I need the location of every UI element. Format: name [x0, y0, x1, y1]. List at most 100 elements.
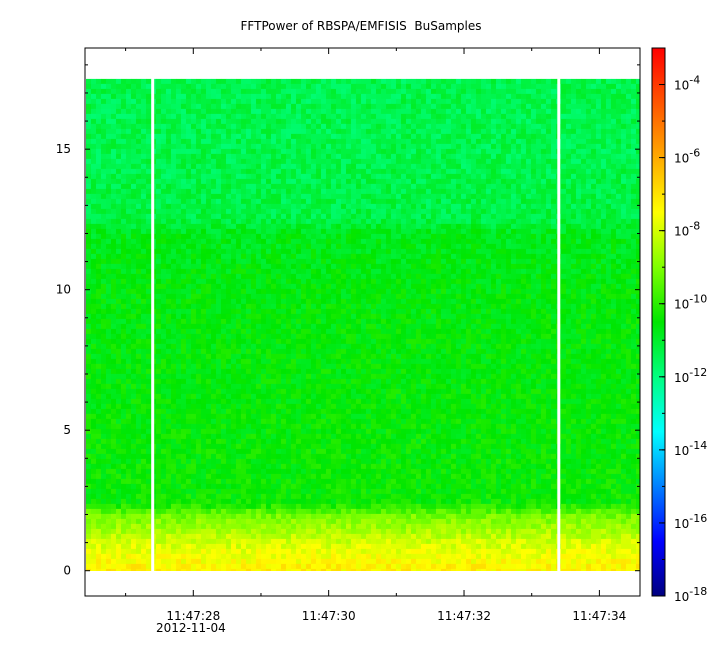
heatmap-cell: [496, 258, 502, 265]
heatmap-cell: [106, 268, 112, 275]
heatmap-cell: [146, 203, 152, 210]
heatmap-cell: [551, 123, 557, 130]
heatmap-cell: [331, 238, 337, 245]
heatmap-cell: [451, 158, 457, 165]
heatmap-cell: [431, 113, 437, 120]
heatmap-cell: [561, 173, 567, 180]
heatmap-cell: [171, 173, 177, 180]
heatmap-cell: [421, 188, 427, 195]
heatmap-cell: [561, 233, 567, 240]
heatmap-cell: [591, 118, 597, 125]
heatmap-cell: [271, 133, 277, 140]
heatmap-cell: [196, 293, 202, 300]
heatmap-cell: [141, 128, 147, 135]
heatmap-cell: [376, 148, 382, 155]
heatmap-cell: [541, 223, 547, 230]
heatmap-cell: [636, 158, 641, 165]
heatmap-cell: [301, 248, 307, 255]
heatmap-cell: [471, 78, 477, 85]
heatmap-cell: [446, 153, 452, 160]
heatmap-cell: [221, 238, 227, 245]
heatmap-cell: [541, 208, 547, 215]
heatmap-cell: [441, 88, 447, 95]
heatmap-cell: [191, 213, 197, 220]
heatmap-cell: [231, 243, 237, 250]
heatmap-cell: [421, 113, 427, 120]
heatmap-cell: [391, 193, 397, 200]
heatmap-cell: [316, 258, 322, 265]
heatmap-cell: [206, 113, 212, 120]
heatmap-cell: [536, 148, 542, 155]
heatmap-cell: [251, 248, 257, 255]
heatmap-cell: [366, 243, 372, 250]
heatmap-cell: [221, 218, 227, 225]
heatmap-cell: [416, 268, 422, 275]
heatmap-cell: [371, 283, 377, 290]
heatmap-cell: [526, 238, 532, 245]
heatmap-cell: [221, 128, 227, 135]
heatmap-cell: [516, 293, 522, 300]
heatmap-cell: [591, 223, 597, 230]
heatmap-cell: [241, 123, 247, 130]
heatmap-cell: [616, 263, 622, 270]
heatmap-cell: [156, 288, 162, 295]
heatmap-cell: [126, 178, 132, 185]
heatmap-cell: [401, 283, 407, 290]
heatmap-cell: [481, 93, 487, 100]
heatmap-cell: [126, 278, 132, 285]
heatmap-cell: [406, 218, 412, 225]
heatmap-cell: [221, 168, 227, 175]
heatmap-cell: [476, 83, 482, 90]
heatmap-cell: [401, 83, 407, 90]
heatmap-cell: [266, 248, 272, 255]
heatmap-cell: [601, 298, 607, 305]
heatmap-cell: [276, 163, 282, 170]
heatmap-cell: [451, 98, 457, 105]
heatmap-cell: [571, 178, 577, 185]
heatmap-cell: [411, 163, 417, 170]
heatmap-cell: [581, 248, 587, 255]
heatmap-cell: [186, 188, 192, 195]
heatmap-cell: [326, 253, 332, 260]
heatmap-cell: [251, 258, 257, 265]
heatmap-cell: [256, 248, 262, 255]
heatmap-cell: [481, 298, 487, 305]
heatmap-cell: [636, 163, 641, 170]
heatmap-cell: [381, 288, 387, 295]
heatmap-cell: [566, 298, 572, 305]
heatmap-cell: [601, 263, 607, 270]
heatmap-cell: [631, 153, 637, 160]
heatmap-cell: [381, 203, 387, 210]
heatmap-cell: [441, 83, 447, 90]
heatmap-cell: [561, 163, 567, 170]
heatmap-cell: [316, 298, 322, 305]
heatmap-cell: [481, 293, 487, 300]
heatmap-cell: [566, 248, 572, 255]
heatmap-cell: [306, 108, 312, 115]
heatmap-cell: [576, 153, 582, 160]
heatmap-cell: [611, 213, 617, 220]
heatmap-cell: [526, 178, 532, 185]
heatmap-cell: [356, 248, 362, 255]
heatmap-cell: [131, 168, 137, 175]
heatmap-cell: [461, 223, 467, 230]
heatmap-cell: [471, 268, 477, 275]
heatmap-cell: [291, 113, 297, 120]
heatmap-cell: [346, 138, 352, 145]
heatmap-cell: [206, 83, 212, 90]
heatmap-cell: [136, 173, 142, 180]
heatmap-cell: [506, 123, 512, 130]
heatmap-cell: [106, 278, 112, 285]
heatmap-cell: [451, 138, 457, 145]
heatmap-cell: [586, 278, 592, 285]
heatmap-cell: [86, 148, 92, 155]
heatmap-cell: [426, 123, 432, 130]
heatmap-cell: [321, 298, 327, 305]
heatmap-cell: [96, 113, 102, 120]
heatmap-cell: [186, 88, 192, 95]
heatmap-cell: [141, 243, 147, 250]
heatmap-cell: [211, 128, 217, 135]
heatmap-cell: [536, 198, 542, 205]
heatmap-cell: [401, 298, 407, 305]
heatmap-cell: [636, 238, 641, 245]
